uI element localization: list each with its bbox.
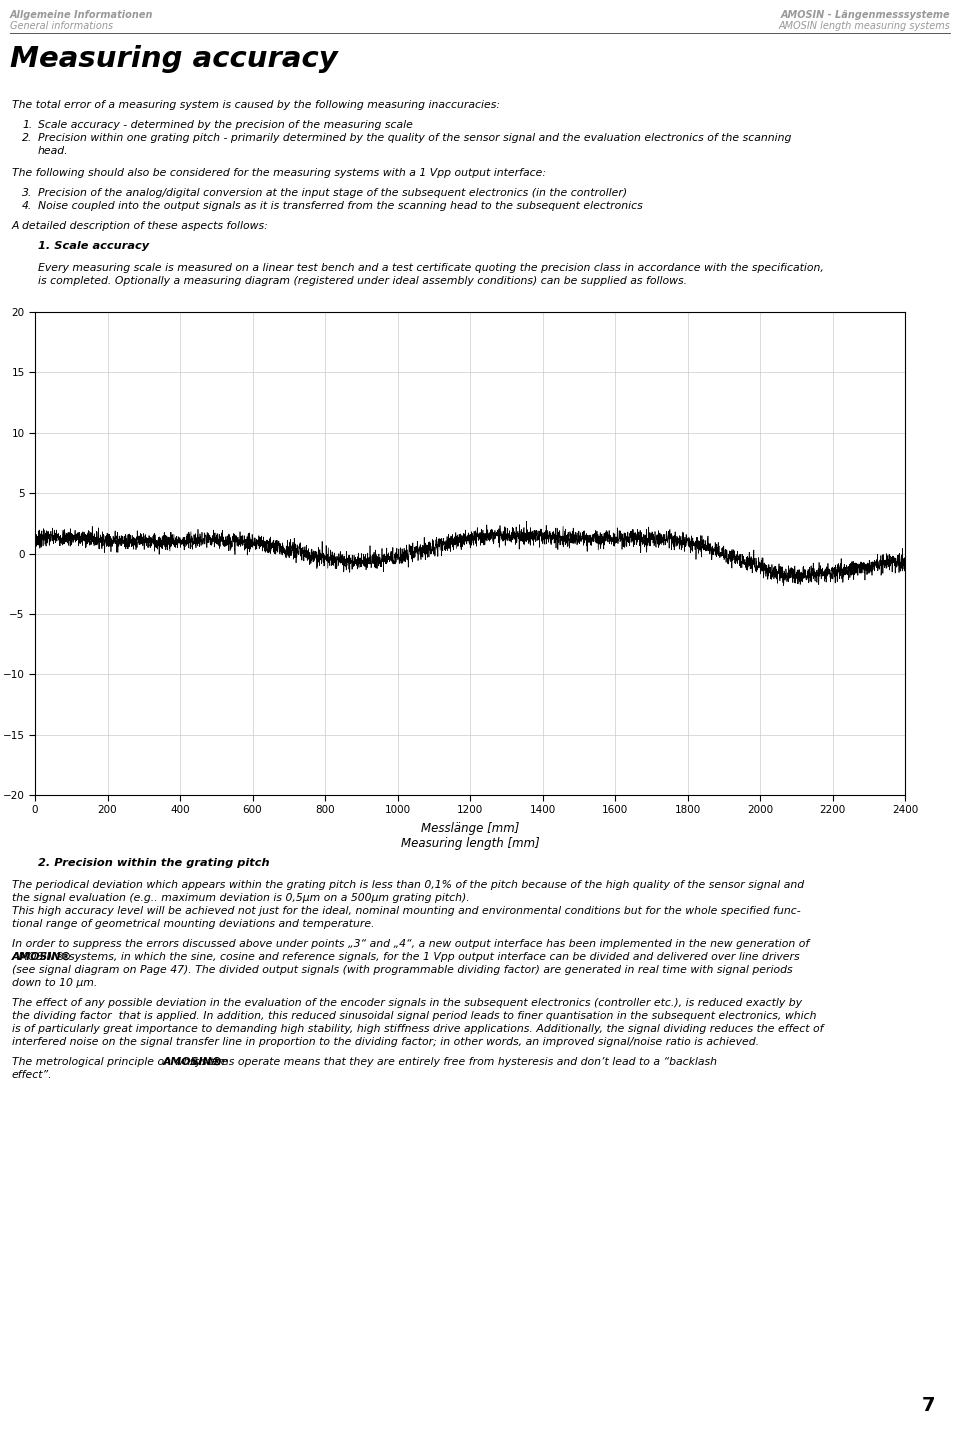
Text: 2.: 2. (22, 132, 33, 142)
Text: General informations: General informations (10, 22, 113, 32)
Text: The metrological principle on which the: The metrological principle on which the (12, 1057, 231, 1067)
Text: the dividing factor  that is applied. In addition, this reduced sinusoidal signa: the dividing factor that is applied. In … (12, 1011, 817, 1021)
Text: Precision of the analog/digital conversion at the input stage of the subsequent : Precision of the analog/digital conversi… (38, 188, 627, 198)
Text: Measuring accuracy: Measuring accuracy (10, 45, 338, 73)
Text: This high accuracy level will be achieved not just for the ideal, nominal mounti: This high accuracy level will be achieve… (12, 906, 801, 916)
Text: systems operate means that they are entirely free from hysteresis and don’t lead: systems operate means that they are enti… (185, 1057, 717, 1067)
Text: AMOSIN®: AMOSIN® (12, 952, 72, 962)
Text: Allgemeine Informationen: Allgemeine Informationen (10, 10, 154, 20)
Text: 7: 7 (922, 1396, 935, 1415)
Text: effect”.: effect”. (12, 1070, 53, 1080)
Text: 4.: 4. (22, 201, 33, 211)
Text: AMOSIN length measuring systems: AMOSIN length measuring systems (779, 22, 950, 32)
Text: AMOSIN®: AMOSIN® (163, 1057, 224, 1067)
Text: AMOSIN - Längenmesssysteme: AMOSIN - Längenmesssysteme (780, 10, 950, 20)
Text: interfered noise on the signal transfer line in proportion to the dividing facto: interfered noise on the signal transfer … (12, 1037, 759, 1047)
Text: The effect of any possible deviation in the evaluation of the encoder signals in: The effect of any possible deviation in … (12, 998, 802, 1008)
Text: 3.: 3. (22, 188, 33, 198)
X-axis label: Messlänge [mm]
Measuring length [mm]: Messlänge [mm] Measuring length [mm] (400, 823, 540, 850)
Text: tional range of geometrical mounting deviations and temperature.: tional range of geometrical mounting dev… (12, 919, 374, 929)
Text: is completed. Optionally a measuring diagram (registered under ideal assembly co: is completed. Optionally a measuring dia… (38, 276, 687, 286)
Text: 1.: 1. (22, 119, 33, 129)
Text: is of particularly great importance to demanding high stability, high stiffness : is of particularly great importance to d… (12, 1024, 824, 1034)
Text: In order to suppress the errors discussed above under points „3“ and „4“, a new : In order to suppress the errors discusse… (12, 939, 809, 949)
Text: Every measuring scale is measured on a linear test bench and a test certificate : Every measuring scale is measured on a l… (38, 263, 824, 273)
Text: The total error of a measuring system is caused by the following measuring inacc: The total error of a measuring system is… (12, 101, 500, 109)
Text: AMOSIN® systems, in which the sine, cosine and reference signals, for the 1 Vpp : AMOSIN® systems, in which the sine, cosi… (12, 952, 801, 962)
Text: Noise coupled into the output signals as it is transferred from the scanning hea: Noise coupled into the output signals as… (38, 201, 643, 211)
Text: The following should also be considered for the measuring systems with a 1 Vpp o: The following should also be considered … (12, 168, 546, 178)
Text: The periodical deviation which appears within the grating pitch is less than 0,1: The periodical deviation which appears w… (12, 880, 804, 890)
Text: 2. Precision within the grating pitch: 2. Precision within the grating pitch (38, 858, 270, 869)
Text: down to 10 μm.: down to 10 μm. (12, 978, 97, 988)
Text: 1. Scale accuracy: 1. Scale accuracy (38, 242, 149, 252)
Text: Precision within one grating pitch - primarily determined by the quality of the : Precision within one grating pitch - pri… (38, 132, 791, 142)
Text: head.: head. (38, 147, 68, 155)
Text: (see signal diagram on Page 47). The divided output signals (with programmable d: (see signal diagram on Page 47). The div… (12, 965, 793, 975)
Text: A detailed description of these aspects follows:: A detailed description of these aspects … (12, 221, 269, 232)
Text: the signal evaluation (e.g.. maximum deviation is 0,5μm on a 500μm grating pitch: the signal evaluation (e.g.. maximum dev… (12, 893, 469, 903)
Text: Scale accuracy - determined by the precision of the measuring scale: Scale accuracy - determined by the preci… (38, 119, 413, 129)
